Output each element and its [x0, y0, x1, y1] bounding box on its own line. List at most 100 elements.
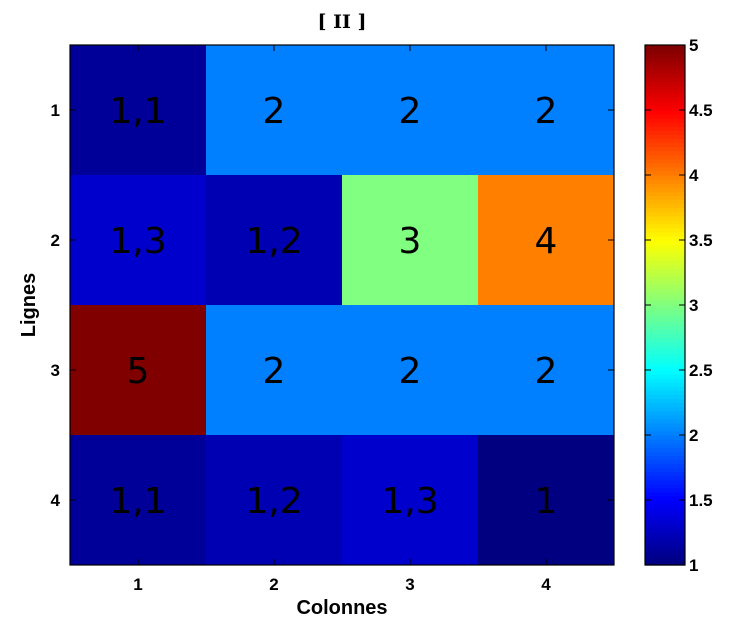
colorbar-segment	[645, 288, 685, 294]
x-tick-label-3: 3	[405, 575, 414, 594]
colorbar-segment	[645, 146, 685, 152]
colorbar-segment	[645, 410, 685, 416]
x-tick-label-1: 1	[133, 575, 142, 594]
colorbar-segment	[645, 134, 685, 140]
colorbar-segment	[645, 252, 685, 257]
colorbar-segment	[645, 276, 685, 282]
colorbar-segment	[645, 203, 685, 209]
colorbar-segment	[645, 207, 685, 213]
colorbar-segment	[645, 504, 685, 509]
colorbar-segment	[645, 370, 685, 375]
colorbar-segment	[645, 341, 685, 347]
cell-label-r4-c2: 1,2	[245, 481, 302, 522]
colorbar-segment	[645, 406, 685, 412]
colorbar-tick-label-5: 3	[689, 296, 698, 315]
colorbar-segment	[645, 329, 685, 335]
colorbar-segment	[645, 390, 685, 395]
colorbar-segment	[645, 61, 685, 66]
colorbar-segment	[645, 386, 685, 391]
colorbar-segment	[645, 353, 685, 359]
y-tick-label-4: 4	[51, 491, 61, 510]
colorbar-segment	[645, 284, 685, 290]
colorbar-segment	[645, 500, 685, 505]
heatmap-cell-r4-c3	[342, 435, 479, 566]
heatmap-cell-r3-c1	[70, 305, 207, 436]
colorbar-segment	[645, 435, 685, 440]
colorbar-segment	[645, 179, 685, 184]
colorbar-segment	[645, 110, 685, 115]
colorbar-segment	[645, 333, 685, 339]
colorbar-segment	[645, 211, 685, 217]
colorbar-segment	[645, 191, 685, 196]
colorbar-segment	[645, 69, 685, 75]
colorbar-segment	[645, 451, 685, 456]
colorbar-segment	[645, 439, 685, 444]
colorbar-segment	[645, 138, 685, 144]
colorbar-segment	[645, 305, 685, 310]
heatmap-cell-r3-c4	[478, 305, 615, 436]
colorbar-segment	[645, 268, 685, 274]
heatmap-cell-r4-c1	[70, 435, 207, 566]
chart-title: [ II ]	[318, 11, 367, 33]
colorbar-segment	[645, 378, 685, 383]
colorbar-segment	[645, 422, 685, 428]
colorbar-segment	[645, 345, 685, 351]
colorbar-segment	[645, 471, 685, 477]
colorbar-segment	[645, 150, 685, 156]
heatmap-cell-r2-c1	[70, 175, 207, 306]
colorbar-segment	[645, 418, 685, 424]
colorbar-segment	[645, 219, 685, 225]
colorbar-segment	[645, 130, 685, 135]
colorbar-segment	[645, 264, 685, 270]
cell-label-r4-c1: 1,1	[109, 481, 166, 522]
colorbar-segment	[645, 313, 685, 318]
cell-label-r2-c1: 1,3	[109, 221, 166, 262]
colorbar-segment	[645, 183, 685, 188]
heatmap-cell-r4-c2	[206, 435, 343, 566]
colorbar-segment	[645, 447, 685, 452]
colorbar-segment	[645, 536, 685, 542]
colorbar-segment	[645, 162, 685, 168]
colorbar-tick-label-7: 4	[689, 166, 699, 185]
colorbar-tick-label-3: 2	[689, 426, 698, 445]
cell-label-r1-c4: 2	[535, 91, 558, 132]
colorbar-segment	[645, 374, 685, 379]
colorbar-segment	[645, 394, 685, 400]
cell-label-r3-c3: 2	[399, 351, 422, 392]
colorbar-tick-label-1: 1	[689, 556, 698, 575]
colorbar-segment	[645, 300, 685, 306]
colorbar-segment	[645, 532, 685, 538]
colorbar-segment	[645, 81, 685, 87]
colorbar-segment	[645, 199, 685, 205]
colorbar-segment	[645, 122, 685, 127]
colorbar-tick-label-8: 4.5	[689, 101, 713, 120]
colorbar-segment	[645, 325, 685, 330]
colorbar-segment	[645, 97, 685, 103]
cell-label-r2-c2: 1,2	[245, 221, 302, 262]
heatmap-cell-r1-c3	[342, 45, 479, 176]
colorbar-segment	[645, 77, 685, 83]
x-axis-label: Colonnes	[296, 597, 387, 619]
heatmap-cell-r3-c3	[342, 305, 479, 436]
colorbar-segment	[645, 73, 685, 79]
heatmap-cell-r2-c2	[206, 175, 343, 306]
colorbar-segment	[645, 175, 685, 180]
cell-label-r2-c3: 3	[399, 221, 422, 262]
colorbar-segment	[645, 256, 685, 261]
colorbar-segment	[645, 142, 685, 148]
colorbar-segment	[645, 231, 685, 237]
heatmap-cell-r1-c2	[206, 45, 343, 176]
colorbar-segment	[645, 491, 685, 497]
colorbar-segment	[645, 459, 685, 465]
colorbar-segment	[645, 105, 685, 111]
colorbar-segment	[645, 292, 685, 298]
colorbar-segment	[645, 223, 685, 229]
colorbar-segment	[645, 483, 685, 489]
colorbar-segment	[645, 57, 685, 62]
colorbar-segment	[645, 349, 685, 355]
y-tick-label-3: 3	[51, 361, 60, 380]
colorbar-segment	[645, 240, 685, 245]
heatmap-cell-r3-c2	[206, 305, 343, 436]
